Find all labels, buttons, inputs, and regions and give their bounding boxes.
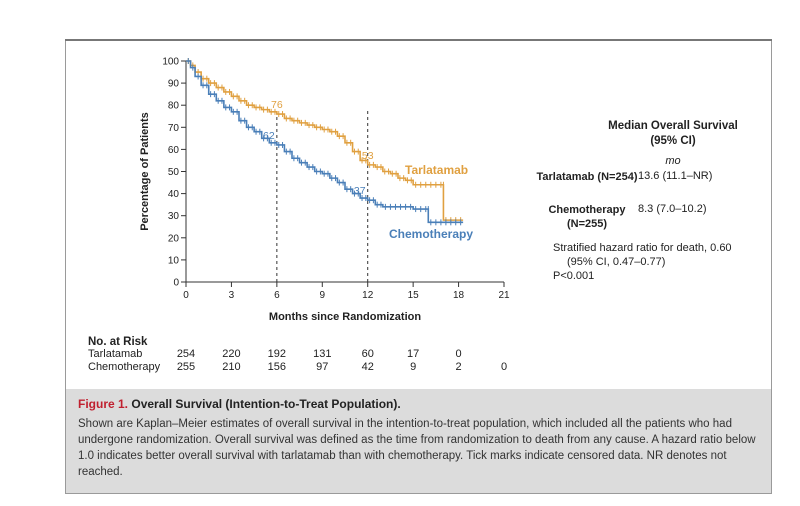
stats-row-tarlatamab-name: Tarlatamab (N=254) xyxy=(536,171,638,183)
risk-value: 192 xyxy=(267,348,287,360)
annotation-62: 62 xyxy=(263,130,275,142)
risk-value: 255 xyxy=(176,361,196,373)
risk-value: 17 xyxy=(407,348,420,360)
figure-caption: Figure 1. Overall Survival (Intention-to… xyxy=(66,389,771,493)
hazard-ratio-block: Stratified hazard ratio for death, 0.60 … xyxy=(553,241,753,283)
curve-tarlatamab xyxy=(186,60,464,221)
y-tick-label-30: 30 xyxy=(168,211,180,222)
caption-title-text: Overall Survival (Intention-to-Treat Pop… xyxy=(131,397,401,411)
y-tick-label-0: 0 xyxy=(173,278,179,289)
figure-label: Figure 1. xyxy=(78,397,129,411)
y-tick-label-40: 40 xyxy=(168,189,180,200)
y-tick-label-60: 60 xyxy=(168,145,180,156)
caption-title: Figure 1. Overall Survival (Intention-to… xyxy=(78,397,761,411)
y-tick-label-80: 80 xyxy=(168,101,180,112)
risk-value: 42 xyxy=(361,361,374,373)
risk-value: 0 xyxy=(500,361,508,373)
x-tick-label-21: 21 xyxy=(498,290,510,301)
risk-value: 97 xyxy=(316,361,329,373)
hazard-ratio-text: Stratified hazard ratio for death, 0.60 xyxy=(553,242,732,254)
risk-value: 9 xyxy=(410,361,417,373)
reference-lines xyxy=(276,109,369,282)
x-tick-label-0: 0 xyxy=(183,290,189,301)
y-axis-label: Percentage of Patients xyxy=(139,112,151,231)
y-tick-label-20: 20 xyxy=(168,233,180,244)
chart-labels: Tarlatamab Chemotherapy 76 62 53 37 xyxy=(263,99,473,241)
curve-chemotherapy xyxy=(186,60,464,224)
y-tick-label-10: 10 xyxy=(168,255,180,266)
x-tick-label-6: 6 xyxy=(274,290,280,301)
p-value: P<0.001 xyxy=(553,270,595,282)
risk-value: 156 xyxy=(267,361,287,373)
hazard-ratio-ci: (95% CI, 0.47–0.77) xyxy=(567,256,666,268)
stats-row-chemo-name: Chemotherapy (N=255) xyxy=(548,204,626,230)
risk-value: 254 xyxy=(176,348,196,360)
risk-row-chemo-label: Chemotherapy xyxy=(88,361,161,373)
chart-axes: 0 10 20 30 40 50 60 70 80 90 100 0 3 6 9 12 15 18 21 Months… xyxy=(139,57,510,324)
x-tick-label-3: 3 xyxy=(229,290,235,301)
median-survival-title: Median Overall Survival (95% CI) xyxy=(608,120,738,147)
y-tick-label-70: 70 xyxy=(168,123,180,134)
series-label-chemotherapy: Chemotherapy xyxy=(389,227,473,241)
survival-curves xyxy=(186,58,464,226)
y-tick-label-100: 100 xyxy=(162,57,179,68)
risk-value: 2 xyxy=(455,361,462,373)
risk-row-tarlatamab-label: Tarlatamab xyxy=(88,348,143,360)
figure-top-rule xyxy=(65,39,772,41)
series-label-tarlatamab: Tarlatamab xyxy=(405,163,468,177)
risk-value: 220 xyxy=(222,348,241,360)
caption-body: Shown are Kaplan–Meier estimates of over… xyxy=(78,418,756,478)
x-axis-label: Months since Randomization xyxy=(269,311,421,323)
annotation-53: 53 xyxy=(362,150,374,162)
x-tick-label-9: 9 xyxy=(320,290,326,301)
annotation-76: 76 xyxy=(271,99,283,111)
annotation-37: 37 xyxy=(354,185,366,197)
x-tick-label-12: 12 xyxy=(362,290,374,301)
risk-value: 131 xyxy=(313,348,332,360)
x-tick-label-18: 18 xyxy=(453,290,465,301)
y-tick-label-50: 50 xyxy=(168,167,180,178)
stats-row-chemo-value: 8.3 (7.0–10.2) xyxy=(638,203,707,215)
y-tick-label-90: 90 xyxy=(168,79,180,90)
stats-row-tarlatamab-value: 13.6 (11.1–NR) xyxy=(638,170,713,182)
median-survival-unit: mo xyxy=(665,155,681,167)
risk-value: 210 xyxy=(222,361,241,373)
risk-table-title: No. at Risk xyxy=(88,336,148,348)
risk-value: 0 xyxy=(455,348,462,360)
risk-value: 60 xyxy=(361,348,374,360)
x-tick-label-15: 15 xyxy=(408,290,420,301)
